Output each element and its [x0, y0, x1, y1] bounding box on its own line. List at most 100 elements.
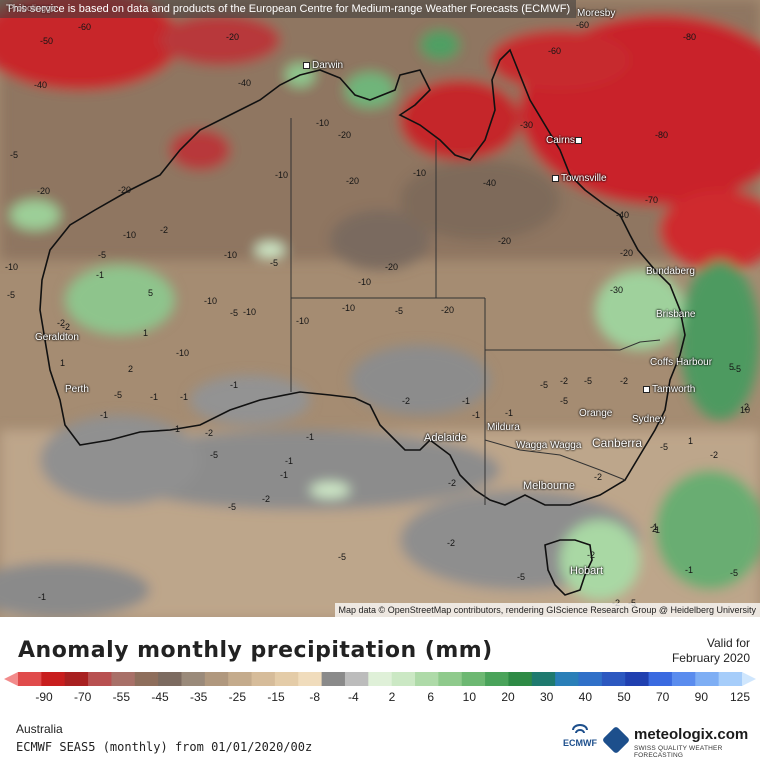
coastline: [39, 48, 686, 596]
contour-label: -5: [230, 308, 239, 318]
city-canberra[interactable]: Canberra: [592, 436, 643, 450]
legend-swatch: [485, 672, 509, 686]
contour-label: -5: [228, 502, 237, 512]
contour-label: -5: [98, 250, 107, 260]
contour-label: -20: [338, 130, 352, 140]
contour-label: -10: [176, 348, 190, 358]
legend-swatch: [461, 672, 486, 686]
legend-swatch: [601, 672, 626, 686]
legend-swatch: [88, 672, 112, 686]
contour-label: -2: [560, 376, 569, 386]
legend-swatch: [181, 672, 206, 686]
contour-label: -20: [37, 186, 51, 196]
contour-label: -2: [594, 472, 603, 482]
brand-tagline: SWISS QUALITY WEATHER FORECASTING: [634, 745, 723, 759]
contour-label: -2: [57, 318, 66, 328]
city-adelaide[interactable]: Adelaide: [424, 432, 467, 444]
contour-label: -5: [660, 442, 669, 452]
data-source-banner: This service is based on data and produc…: [0, 0, 577, 18]
map-canvas: [0, 0, 760, 617]
city-orange[interactable]: Orange: [579, 408, 613, 419]
legend-tick-label: -25: [228, 690, 246, 704]
meteologix-logo[interactable]: meteologix.com SWISS QUALITY WEATHER FOR…: [601, 724, 754, 759]
city-cairns[interactable]: Cairns: [546, 135, 584, 146]
contour-label: 5: [729, 362, 735, 372]
legend-swatch: [671, 672, 696, 686]
city-bundaberg[interactable]: Bundaberg: [646, 266, 695, 277]
legend-arrow-low: [4, 672, 18, 686]
city-wagga-wagga[interactable]: Wagga Wagga: [516, 440, 582, 451]
contour-label: -80: [683, 32, 697, 42]
contour-label: -1: [180, 392, 189, 402]
contour-label: -10: [275, 170, 289, 180]
city-melbourne[interactable]: Melbourne: [523, 480, 575, 492]
contour-label: -2: [262, 494, 271, 504]
contour-label: -20: [346, 176, 360, 186]
city-tamworth[interactable]: Tamworth: [643, 384, 695, 395]
city-sydney[interactable]: Sydney: [632, 414, 666, 425]
contour-label: -2: [62, 322, 71, 332]
legend-swatch: [391, 672, 416, 686]
contour-label: -60: [548, 46, 562, 56]
city-darwin[interactable]: Darwin: [303, 60, 343, 71]
legend-swatch: [228, 672, 253, 686]
ecmwf-mark-icon: [572, 724, 588, 734]
city-brisbane[interactable]: Brisbane: [656, 309, 696, 320]
contour-label: -1: [462, 396, 471, 406]
legend-swatch: [648, 672, 673, 686]
legend-swatch: [368, 672, 393, 686]
city-mildura[interactable]: Mildura: [487, 422, 520, 433]
city-perth[interactable]: Perth: [65, 384, 89, 395]
contour-label: -1: [96, 270, 105, 280]
contour-label: -10: [243, 307, 257, 317]
city-geraldton[interactable]: Geraldton: [35, 332, 79, 343]
meteologix-diamond-icon: [601, 725, 631, 755]
contour-label: -20: [498, 236, 512, 246]
contour-label: -20: [226, 32, 240, 42]
contour-label: -5: [10, 150, 19, 160]
city-coffs-harbour[interactable]: Coffs Harbour: [650, 357, 713, 368]
precipitation-anomaly-map[interactable]: This service is based on data and produc…: [0, 0, 760, 617]
contour-label: -40: [616, 210, 630, 220]
legend-swatch: [321, 672, 346, 686]
contour-label: 1: [688, 436, 694, 446]
partial-label-probolinggo: Probolinggo: [8, 3, 57, 13]
legend-swatch: [438, 672, 463, 686]
legend-swatch: [134, 672, 159, 686]
legend-swatch: [64, 672, 89, 686]
city-marker-icon: [552, 174, 559, 182]
brand-name: meteologix.com: [634, 726, 749, 743]
legend-tick-label: 50: [617, 690, 631, 704]
contour-label: 1: [60, 358, 66, 368]
legend-tick-label: -8: [309, 690, 320, 704]
contour-label: -5: [560, 396, 569, 406]
color-legend-bar: [4, 672, 756, 686]
legend-tick-label: 2: [388, 690, 396, 704]
valid-month: February 2020: [671, 651, 750, 665]
contour-label: -10: [413, 168, 427, 178]
contour-label: -5: [584, 376, 593, 386]
legend-swatch: [251, 672, 276, 686]
legend-swatch: [555, 672, 580, 686]
map-attribution: Map data © OpenStreetMap contributors, r…: [334, 603, 760, 617]
anomaly-field: [0, 0, 760, 617]
contour-label: -1: [100, 410, 109, 420]
legend-swatch: [41, 672, 66, 686]
legend-swatch: [695, 672, 720, 686]
legend-swatch: [625, 672, 650, 686]
contour-label: -30: [610, 285, 624, 295]
city-hobart[interactable]: Hobart: [570, 565, 604, 577]
contour-label: -40: [238, 78, 252, 88]
city-marker-icon: [303, 61, 310, 69]
legend-swatch: [531, 672, 556, 686]
contour-label: -1: [505, 408, 514, 418]
contour-label: -10: [316, 118, 330, 128]
contour-label: -20: [385, 262, 399, 272]
contour-label: -5: [733, 364, 742, 374]
ecmwf-logo[interactable]: ECMWF: [560, 724, 600, 758]
contour-label: -1: [650, 522, 659, 532]
contour-label: -70: [645, 195, 659, 205]
contour-label: -10: [358, 277, 372, 287]
city-townsville[interactable]: Townsville: [552, 173, 607, 184]
contour-label: 1: [655, 525, 661, 535]
